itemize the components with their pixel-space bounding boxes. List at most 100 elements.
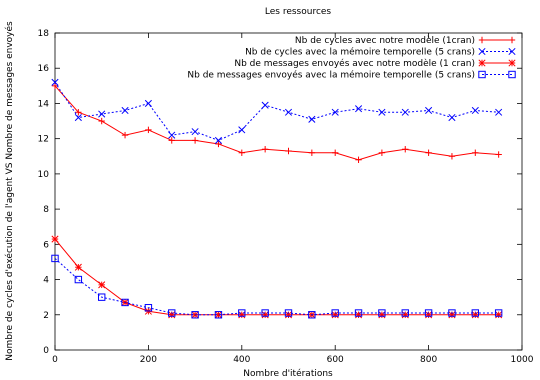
data-point bbox=[74, 263, 82, 271]
y-tick-label: 2 bbox=[43, 311, 49, 321]
x-axis-label: Nombre d'itérations bbox=[243, 368, 333, 379]
x-tick-label: 1000 bbox=[511, 355, 534, 365]
data-point bbox=[145, 126, 152, 134]
data-point bbox=[354, 105, 363, 113]
x-axis-ticks: 0 200 400 600 800 1000 bbox=[52, 33, 534, 365]
legend-marker bbox=[508, 59, 516, 67]
y-tick-label: 8 bbox=[43, 205, 49, 215]
data-point bbox=[471, 309, 480, 317]
data-point bbox=[215, 140, 222, 148]
chart-title: Les ressources bbox=[265, 7, 332, 17]
y-axis-label: Nombre de cycles d'exécution de l'agent … bbox=[4, 21, 15, 361]
data-point bbox=[448, 153, 456, 160]
data-point bbox=[74, 275, 83, 284]
data-point bbox=[354, 309, 363, 317]
y-axis-ticks: 0 2 4 6 8 10 12 14 16 18 bbox=[38, 29, 522, 356]
series-layer bbox=[51, 78, 503, 319]
data-point bbox=[144, 304, 153, 312]
data-point bbox=[261, 146, 269, 153]
series-1 bbox=[51, 82, 502, 163]
legend-marker bbox=[478, 36, 486, 44]
data-point bbox=[424, 309, 433, 317]
y-tick-label: 4 bbox=[43, 276, 49, 286]
data-point bbox=[214, 311, 223, 319]
data-point bbox=[261, 101, 269, 109]
x-tick-label: 600 bbox=[327, 355, 344, 365]
series-line bbox=[54, 85, 499, 161]
x-tick-label: 400 bbox=[233, 355, 250, 365]
legend: Nb de cycles avec notre modèle (1cran)Nb… bbox=[187, 35, 516, 81]
legend-marker bbox=[508, 36, 516, 44]
data-point bbox=[191, 311, 199, 319]
legend-marker bbox=[478, 70, 486, 79]
legend-entry-label: Nb de cycles avec notre modèle (1cran) bbox=[295, 35, 475, 46]
x-tick-label: 0 bbox=[52, 355, 58, 365]
data-point bbox=[331, 309, 339, 317]
series-4 bbox=[51, 254, 503, 319]
x-tick-label: 800 bbox=[420, 355, 437, 365]
legend-entry-label: Nb de messages envoyés avec la mémoire t… bbox=[187, 70, 475, 81]
plot-frame bbox=[54, 32, 523, 351]
data-point bbox=[261, 309, 269, 317]
data-point bbox=[401, 309, 409, 317]
data-point bbox=[51, 235, 59, 243]
data-point bbox=[425, 149, 432, 156]
data-point bbox=[284, 108, 293, 116]
data-point bbox=[74, 113, 82, 122]
y-tick-label: 10 bbox=[38, 170, 50, 180]
data-point bbox=[332, 149, 339, 156]
y-tick-label: 16 bbox=[38, 64, 50, 74]
data-point bbox=[378, 309, 386, 317]
data-point bbox=[121, 106, 129, 115]
legend-marker bbox=[478, 59, 486, 67]
data-point bbox=[495, 151, 502, 158]
data-point bbox=[98, 293, 106, 301]
data-point bbox=[51, 78, 59, 86]
data-point bbox=[355, 156, 362, 163]
data-point bbox=[494, 309, 503, 317]
data-point bbox=[168, 131, 176, 139]
legend-marker bbox=[508, 70, 516, 79]
data-point bbox=[495, 108, 503, 116]
data-point bbox=[144, 99, 152, 107]
data-point bbox=[168, 137, 175, 144]
y-tick-label: 12 bbox=[38, 135, 49, 145]
data-point bbox=[214, 136, 223, 144]
data-point bbox=[425, 106, 433, 115]
data-point bbox=[471, 311, 479, 319]
series-line bbox=[54, 258, 499, 316]
data-point bbox=[448, 113, 456, 122]
legend-marker bbox=[478, 47, 486, 56]
legend-marker bbox=[508, 47, 516, 56]
data-point bbox=[401, 108, 409, 116]
data-point bbox=[331, 108, 339, 116]
legend-entry-label: Nb de cycles avec la mémoire temporelle … bbox=[245, 47, 475, 58]
data-point bbox=[191, 128, 199, 136]
data-point bbox=[191, 137, 199, 144]
data-point bbox=[448, 311, 456, 319]
data-point bbox=[238, 126, 246, 134]
data-point bbox=[308, 311, 316, 319]
legend-entry-label: Nb de messages envoyés avec notre modèle… bbox=[234, 58, 475, 69]
data-point bbox=[471, 106, 479, 115]
y-tick-label: 18 bbox=[38, 29, 50, 39]
data-point bbox=[495, 311, 503, 319]
series-line bbox=[54, 238, 499, 316]
y-tick-label: 14 bbox=[38, 99, 50, 109]
data-point bbox=[238, 311, 246, 319]
data-point bbox=[308, 149, 316, 156]
data-point bbox=[238, 149, 245, 156]
x-tick-label: 200 bbox=[140, 355, 157, 365]
plot-border bbox=[54, 32, 523, 351]
data-point bbox=[98, 281, 106, 289]
data-point bbox=[284, 309, 293, 317]
series-3 bbox=[51, 235, 503, 319]
y-tick-label: 0 bbox=[43, 346, 49, 356]
data-point bbox=[402, 146, 409, 153]
data-point bbox=[285, 147, 292, 155]
data-point bbox=[238, 309, 246, 317]
data-point bbox=[75, 109, 82, 116]
data-point bbox=[425, 311, 433, 319]
data-point bbox=[121, 298, 129, 307]
